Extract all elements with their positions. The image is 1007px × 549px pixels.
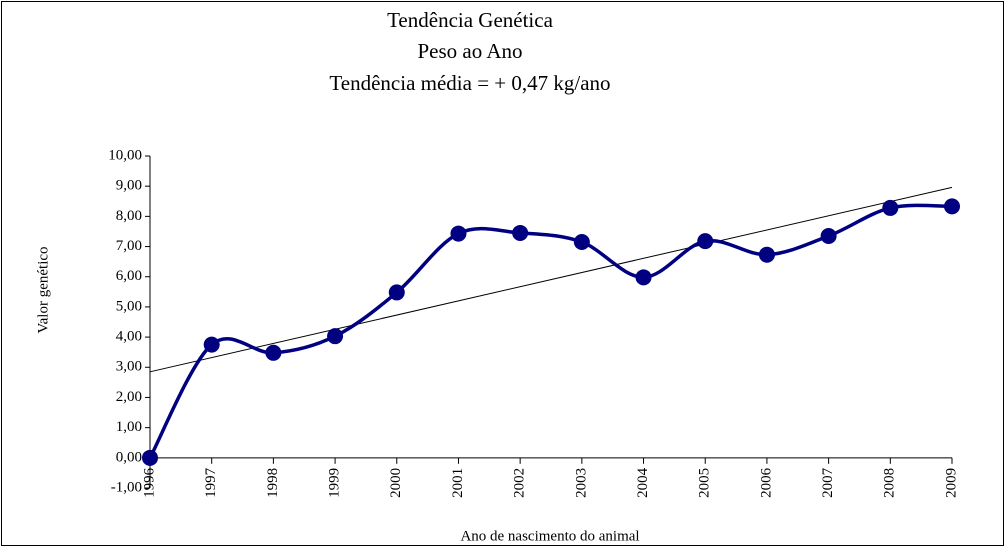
- chart-subtitle: Peso ao Ano: [418, 39, 523, 63]
- y-tick-label: 7,00: [116, 238, 142, 254]
- x-tick-label: 2005: [697, 468, 713, 498]
- marker: [450, 225, 467, 242]
- y-tick-label: 5,00: [116, 298, 142, 314]
- x-tick-label: 2000: [388, 468, 404, 498]
- marker: [820, 227, 837, 244]
- x-tick-label: 2003: [573, 468, 589, 498]
- x-tick-label: 2001: [450, 468, 466, 498]
- x-tick-label: 2002: [512, 468, 528, 498]
- trendline: [149, 186, 953, 373]
- marker: [635, 269, 652, 286]
- y-tick-label: -1,00: [111, 479, 142, 495]
- y-tick-label: 10,00: [108, 147, 142, 163]
- chart-annotation: Tendência média = + 0,47 kg/ano: [329, 71, 610, 95]
- y-tick-label: 9,00: [116, 178, 142, 194]
- marker: [142, 449, 158, 466]
- x-axis-title: Ano de nascimento do animal: [460, 528, 639, 544]
- y-tick-label: 6,00: [116, 268, 142, 284]
- marker: [203, 336, 220, 353]
- marker: [697, 233, 714, 250]
- x-tick-label: 2006: [758, 467, 774, 498]
- x-tick-label: 2004: [635, 467, 651, 498]
- marker: [327, 328, 344, 345]
- marker: [758, 246, 775, 263]
- y-axis-title: Valor genético: [35, 246, 51, 333]
- x-tick-label: 1997: [203, 467, 219, 498]
- marker: [944, 198, 960, 215]
- y-tick-label: 1,00: [116, 419, 142, 435]
- y-tick-label: 4,00: [116, 329, 142, 345]
- chart-title: Tendência Genética: [387, 8, 554, 32]
- marker: [388, 284, 405, 301]
- y-tick-label: 3,00: [116, 359, 142, 375]
- x-tick-label: 1999: [327, 468, 343, 498]
- y-tick-label: 2,00: [116, 389, 142, 405]
- marker: [573, 234, 590, 251]
- marker: [882, 199, 899, 216]
- marker: [512, 224, 529, 241]
- x-tick-label: 1998: [265, 468, 281, 498]
- x-tick-label: 2008: [882, 468, 898, 498]
- x-tick-label: 2009: [943, 468, 959, 498]
- y-tick-label: 0,00: [116, 449, 142, 465]
- x-tick-label: 2007: [820, 467, 836, 498]
- y-tick-label: 8,00: [116, 208, 142, 224]
- marker: [265, 344, 282, 361]
- x-tick-label: 1996: [141, 467, 157, 498]
